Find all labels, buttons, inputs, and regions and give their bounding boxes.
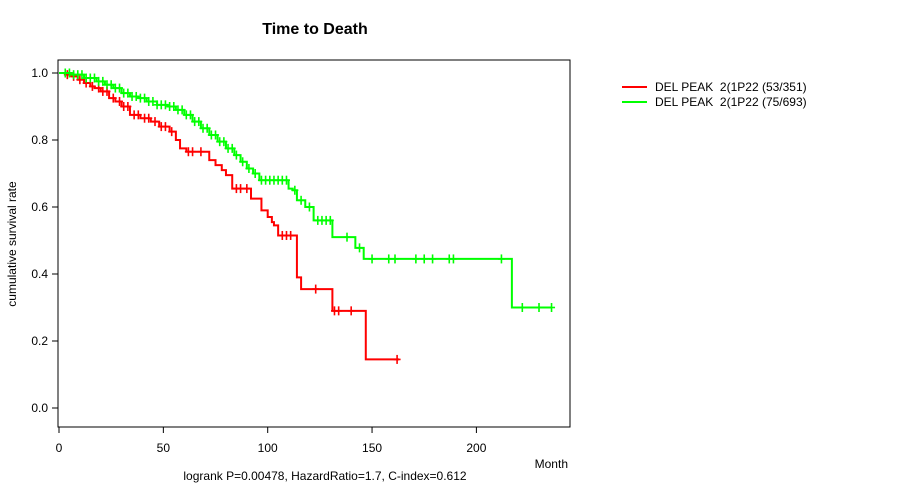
y-tick-label: 0.4 — [31, 267, 48, 281]
x-tick-label: 50 — [157, 441, 171, 455]
y-tick-label: 0.0 — [31, 401, 48, 415]
y-tick-label: 0.8 — [31, 133, 48, 147]
survival-curve-green — [59, 72, 552, 309]
y-tick-label: 0.2 — [31, 334, 48, 348]
y-tick-label: 0.6 — [31, 200, 48, 214]
legend: DEL PEAK 2(1P22 (53/351) DEL PEAK 2(1P22… — [622, 79, 807, 109]
survival-curve-red — [59, 72, 400, 361]
x-tick-label: 150 — [362, 441, 382, 455]
legend-item: DEL PEAK 2(1P22 (53/351) — [622, 79, 807, 94]
legend-label: DEL PEAK 2(1P22 (75/693) — [655, 94, 807, 109]
legend-label: DEL PEAK 2(1P22 (53/351) — [655, 79, 807, 94]
x-tick-label: 200 — [466, 441, 486, 455]
x-axis-label: Month — [534, 457, 568, 471]
legend-swatch-green — [622, 100, 647, 103]
legend-item: DEL PEAK 2(1P22 (75/693) — [622, 94, 807, 109]
x-tick-label: 0 — [56, 441, 63, 455]
legend-swatch-red — [622, 85, 647, 88]
plot-frame — [57, 59, 571, 428]
x-tick-label: 100 — [258, 441, 278, 455]
chart-title: Time to Death — [262, 21, 368, 38]
stats-annotation: logrank P=0.00478, HazardRatio=1.7, C-in… — [183, 469, 467, 483]
y-tick-label: 1.0 — [31, 66, 48, 80]
